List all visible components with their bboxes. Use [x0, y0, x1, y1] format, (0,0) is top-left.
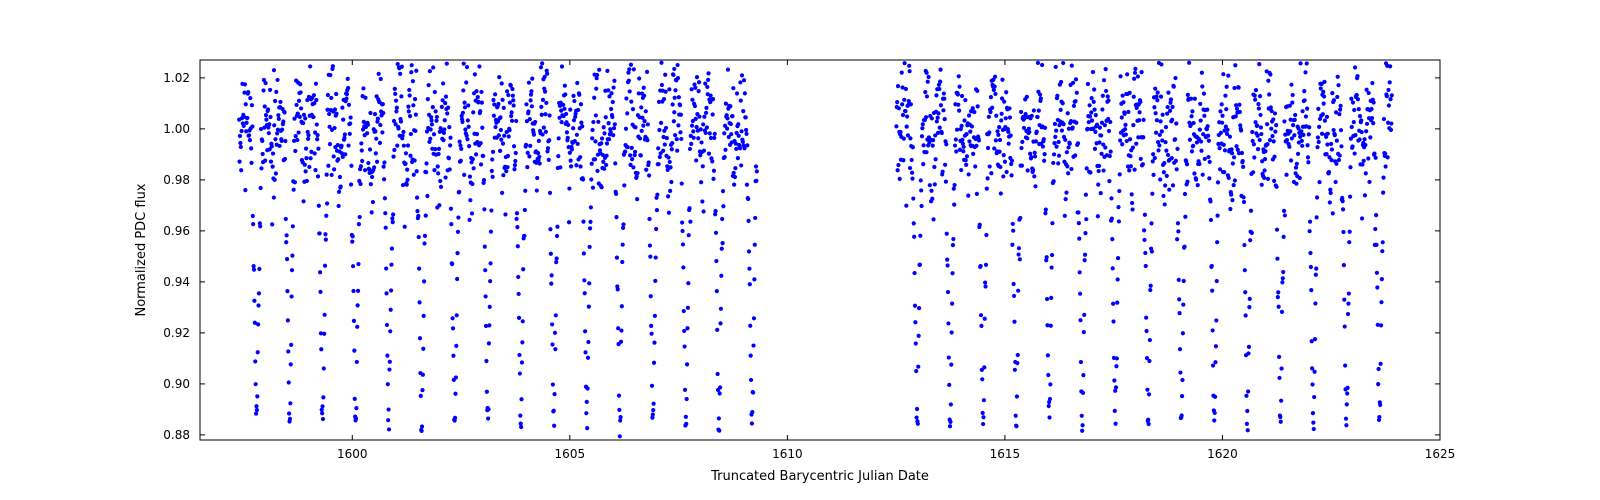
svg-text:0.88: 0.88 [163, 428, 190, 442]
svg-text:0.94: 0.94 [163, 275, 190, 289]
svg-text:0.92: 0.92 [163, 326, 190, 340]
svg-text:1600: 1600 [337, 447, 368, 461]
y-axis-label: Normalized PDC flux [134, 183, 149, 316]
svg-text:0.98: 0.98 [163, 173, 190, 187]
svg-text:1605: 1605 [555, 447, 586, 461]
x-axis-label: Truncated Barycentric Julian Date [710, 469, 929, 484]
svg-text:0.90: 0.90 [163, 377, 190, 391]
svg-text:1625: 1625 [1425, 447, 1456, 461]
svg-text:0.96: 0.96 [163, 224, 190, 238]
lightcurve-chart: 1600 1605 1610 1615 1620 1625 0.88 0.90 0.92 0.94… [0, 0, 1600, 500]
svg-text:1620: 1620 [1207, 447, 1238, 461]
svg-text:1.00: 1.00 [163, 122, 190, 136]
svg-text:1610: 1610 [772, 447, 803, 461]
svg-text:1.02: 1.02 [163, 71, 190, 85]
plot-svg: 1600 1605 1610 1615 1620 1625 0.88 0.90 0.92 0.94… [0, 0, 1600, 500]
svg-text:1615: 1615 [990, 447, 1021, 461]
